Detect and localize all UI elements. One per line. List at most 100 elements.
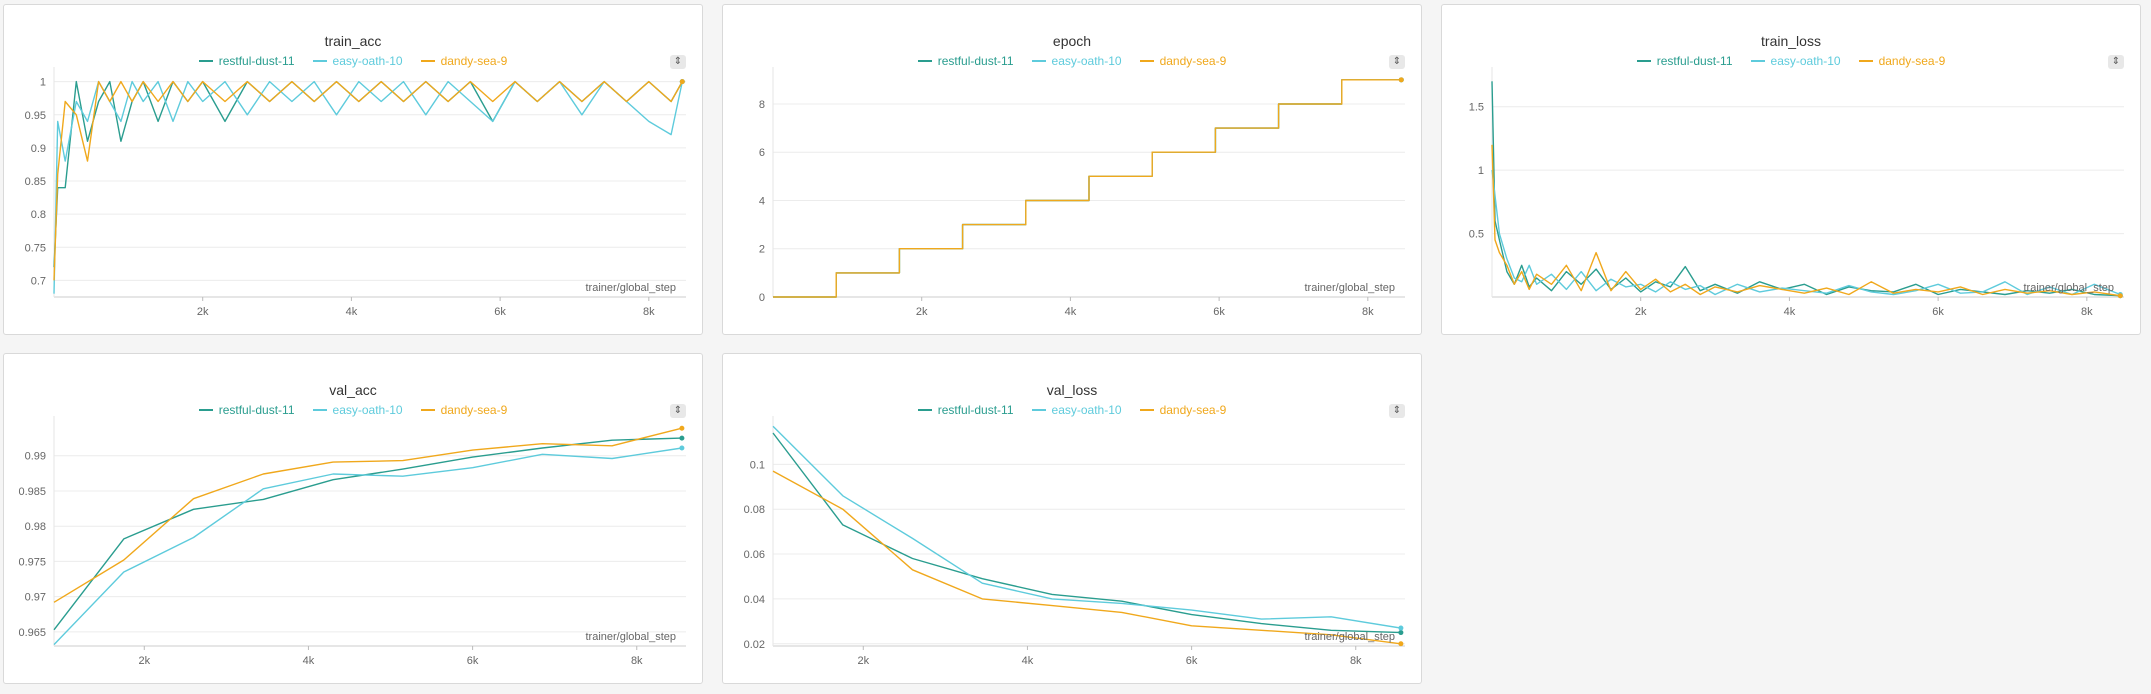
chart-legend: restful-dust-11 easy-oath-10 dandy-sea-9 xyxy=(723,403,1421,417)
legend-swatch xyxy=(1858,60,1873,62)
legend-item-dandy-sea-9[interactable]: dandy-sea-9 xyxy=(420,403,508,417)
chart-panel-val-loss: val_loss restful-dust-11 easy-oath-10 dandy… xyxy=(722,353,1422,684)
legend-label: easy-oath-10 xyxy=(1051,403,1122,417)
legend-item-easy-oath-10[interactable]: easy-oath-10 xyxy=(1750,54,1841,68)
x-tick-label: 4k xyxy=(346,306,358,318)
series-line-dandy-sea-9 xyxy=(53,427,683,603)
x-tick-label: 2k xyxy=(916,306,928,318)
chart-title: val_acc xyxy=(329,382,377,398)
chevron-updown-icon[interactable]: ⇕ xyxy=(1389,404,1405,418)
y-tick-label: 0.7 xyxy=(31,275,46,287)
y-tick-label: 8 xyxy=(759,99,765,111)
chevron-updown-icon[interactable]: ⇕ xyxy=(1389,55,1405,69)
legend-item-dandy-sea-9[interactable]: dandy-sea-9 xyxy=(1858,54,1946,68)
chart-panel-train-loss: train_loss restful-dust-11 easy-oath-10 dan… xyxy=(1441,4,2141,335)
y-tick-label: 0.06 xyxy=(744,549,765,561)
y-tick-label: 0.98 xyxy=(25,521,46,533)
x-tick-label: 2k xyxy=(857,655,869,667)
y-tick-label: 0.1 xyxy=(750,459,765,471)
y-tick-label: 1 xyxy=(40,77,46,89)
series-line-restful-dust-11 xyxy=(773,79,1402,298)
legend-item-restful-dust-11[interactable]: restful-dust-11 xyxy=(1636,54,1733,68)
x-tick-label: 6k xyxy=(1186,655,1198,667)
series-end-point xyxy=(679,445,685,451)
series-end-point xyxy=(679,425,685,431)
chevron-updown-icon[interactable]: ⇕ xyxy=(670,55,686,69)
legend-item-dandy-sea-9[interactable]: dandy-sea-9 xyxy=(420,54,507,68)
chart-plot-val-loss: 0.02 0.04 0.06 0.08 0.1 2k 4k 6k 8k trainer/globa… xyxy=(744,416,1405,667)
legend-item-easy-oath-10[interactable]: easy-oath-10 xyxy=(312,403,403,417)
series-line-dandy-sea-9 xyxy=(772,470,1401,645)
legend-swatch xyxy=(1031,60,1046,62)
series-line-dandy-sea-9 xyxy=(1491,144,2121,297)
chart-panel-epoch: epoch restful-dust-11 easy-oath-10 dandy-se… xyxy=(722,4,1422,335)
chevron-updown-icon[interactable]: ⇕ xyxy=(2108,55,2124,69)
y-tick-label: 0.95 xyxy=(25,110,46,122)
y-tick-label: 6 xyxy=(759,147,765,159)
legend-label: restful-dust-11 xyxy=(937,54,1014,68)
legend-item-restful-dust-11[interactable]: restful-dust-11 xyxy=(198,403,295,417)
chart-panel-train-acc: train_acc restful-dust-11 easy-oath-10 dand… xyxy=(3,4,703,335)
series-line-restful-dust-11 xyxy=(1491,81,2121,297)
legend-swatch xyxy=(198,409,213,411)
x-tick-label: 6k xyxy=(494,306,506,318)
x-axis-label: trainer/global_step xyxy=(1304,282,1395,294)
legend-label: easy-oath-10 xyxy=(1770,54,1841,68)
series-line-easy-oath-10 xyxy=(773,79,1402,298)
series-line-easy-oath-10 xyxy=(1491,170,2121,296)
y-tick-label: 0.02 xyxy=(744,639,765,651)
x-tick-label: 4k xyxy=(1022,655,1034,667)
series-end-point xyxy=(679,79,685,85)
legend-item-easy-oath-10[interactable]: easy-oath-10 xyxy=(1031,54,1122,68)
x-tick-label: 2k xyxy=(197,306,209,318)
legend-item-dandy-sea-9[interactable]: dandy-sea-9 xyxy=(1139,54,1226,68)
legend-swatch xyxy=(1139,409,1154,411)
chart-plot-epoch: 0 2 4 6 8 2k 4k 6k 8k trainer/global_step xyxy=(759,67,1405,318)
series-line-dandy-sea-9 xyxy=(773,79,1402,298)
y-tick-label: 0.04 xyxy=(744,594,765,606)
legend-label: restful-dust-11 xyxy=(218,403,295,417)
legend-label: dandy-sea-9 xyxy=(440,403,508,417)
chart-panel-val-acc: val_acc restful-dust-11 easy-oath-10 dandy-… xyxy=(3,353,703,684)
legend-swatch xyxy=(420,60,435,62)
legend-label: dandy-sea-9 xyxy=(1878,54,1946,68)
y-tick-label: 1.5 xyxy=(1469,102,1484,114)
legend-swatch xyxy=(1636,60,1651,62)
chart-title: epoch xyxy=(1052,33,1092,49)
series-line-restful-dust-11 xyxy=(53,80,683,268)
chart-legend: restful-dust-11 easy-oath-10 dandy-sea-9 xyxy=(4,54,702,68)
series-line-easy-oath-10 xyxy=(53,80,683,294)
legend-item-restful-dust-11[interactable]: restful-dust-11 xyxy=(198,54,295,68)
legend-item-restful-dust-11[interactable]: restful-dust-11 xyxy=(917,54,1014,68)
x-tick-label: 4k xyxy=(303,655,315,667)
series-end-point xyxy=(1398,625,1404,631)
legend-swatch xyxy=(1031,409,1046,411)
legend-swatch xyxy=(198,60,213,62)
legend-swatch xyxy=(1750,60,1765,62)
x-tick-label: 8k xyxy=(1362,306,1374,318)
y-tick-label: 0.08 xyxy=(744,504,765,516)
y-tick-label: 0.975 xyxy=(18,556,46,568)
legend-label: restful-dust-11 xyxy=(1656,54,1733,68)
x-axis-label: trainer/global_step xyxy=(1304,631,1395,643)
y-tick-label: 0.85 xyxy=(25,176,46,188)
y-tick-label: 0.8 xyxy=(31,209,46,221)
legend-item-restful-dust-11[interactable]: restful-dust-11 xyxy=(917,403,1014,417)
x-tick-label: 2k xyxy=(138,655,150,667)
x-axis-label: trainer/global_step xyxy=(585,631,676,643)
series-line-easy-oath-10 xyxy=(772,425,1402,629)
chart-plot-val-acc: 0.965 0.97 0.975 0.98 0.985 0.99 2k 4k 6k 8k train… xyxy=(18,416,686,667)
legend-item-easy-oath-10[interactable]: easy-oath-10 xyxy=(312,54,403,68)
chart-legend: restful-dust-11 easy-oath-10 dandy-sea-9 xyxy=(4,403,702,417)
legend-swatch xyxy=(420,409,435,411)
legend-item-easy-oath-10[interactable]: easy-oath-10 xyxy=(1031,403,1122,417)
y-tick-label: 2 xyxy=(759,244,765,256)
x-tick-label: 2k xyxy=(1635,306,1647,318)
legend-label: easy-oath-10 xyxy=(332,54,403,68)
legend-label: dandy-sea-9 xyxy=(1159,403,1227,417)
x-tick-label: 6k xyxy=(1932,306,1944,318)
series-end-point xyxy=(1398,630,1404,636)
legend-item-dandy-sea-9[interactable]: dandy-sea-9 xyxy=(1139,403,1227,417)
chart-plot-train-loss: 0.5 1 1.5 2k 4k 6k 8k trainer/global_step xyxy=(1469,67,2124,318)
chevron-updown-icon[interactable]: ⇕ xyxy=(670,404,686,418)
